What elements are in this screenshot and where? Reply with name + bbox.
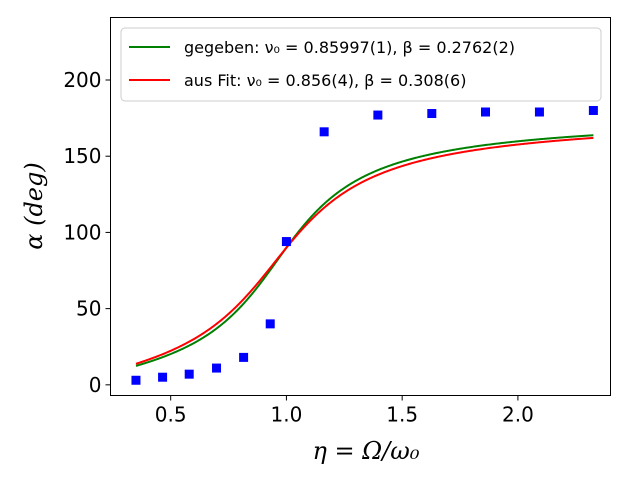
data-point [265, 319, 275, 329]
y-axis-label: α (deg) [20, 162, 48, 250]
y-tick-label: 200 [63, 68, 101, 92]
x-tick-label: 2.0 [502, 403, 534, 427]
data-point [212, 363, 222, 373]
legend: gegeben: ν₀ = 0.85997(1), β = 0.2762(2) … [120, 27, 602, 102]
data-point [481, 107, 490, 117]
x-tick-label: 0.5 [155, 403, 187, 427]
data-point [427, 109, 437, 119]
data-point [131, 375, 141, 385]
data-point [319, 127, 329, 137]
data-point [534, 107, 544, 117]
data-point [239, 352, 249, 362]
y-tick-label: 50 [76, 297, 101, 321]
data-point [184, 369, 194, 379]
legend-label-fit: aus Fit: ν₀ = 0.856(4), β = 0.308(6) [184, 71, 466, 90]
legend-box [120, 27, 602, 102]
series-line-fit [135, 136, 594, 365]
series-line-gegeben [135, 134, 594, 367]
y-tick-label: 100 [63, 220, 101, 244]
y-tick-label: 0 [89, 373, 102, 397]
x-tick-label: 1.5 [386, 403, 418, 427]
data-point [281, 237, 291, 247]
legend-label-gegeben: gegeben: ν₀ = 0.85997(1), β = 0.2762(2) [184, 38, 515, 57]
y-tick-label: 150 [63, 144, 101, 168]
data-point [158, 372, 168, 382]
x-axis-label: η = Ω/ω₀ [313, 437, 420, 465]
plot-frame [110, 17, 611, 396]
data-point [588, 105, 598, 115]
data-point [373, 110, 383, 120]
x-tick-label: 1.0 [271, 403, 303, 427]
